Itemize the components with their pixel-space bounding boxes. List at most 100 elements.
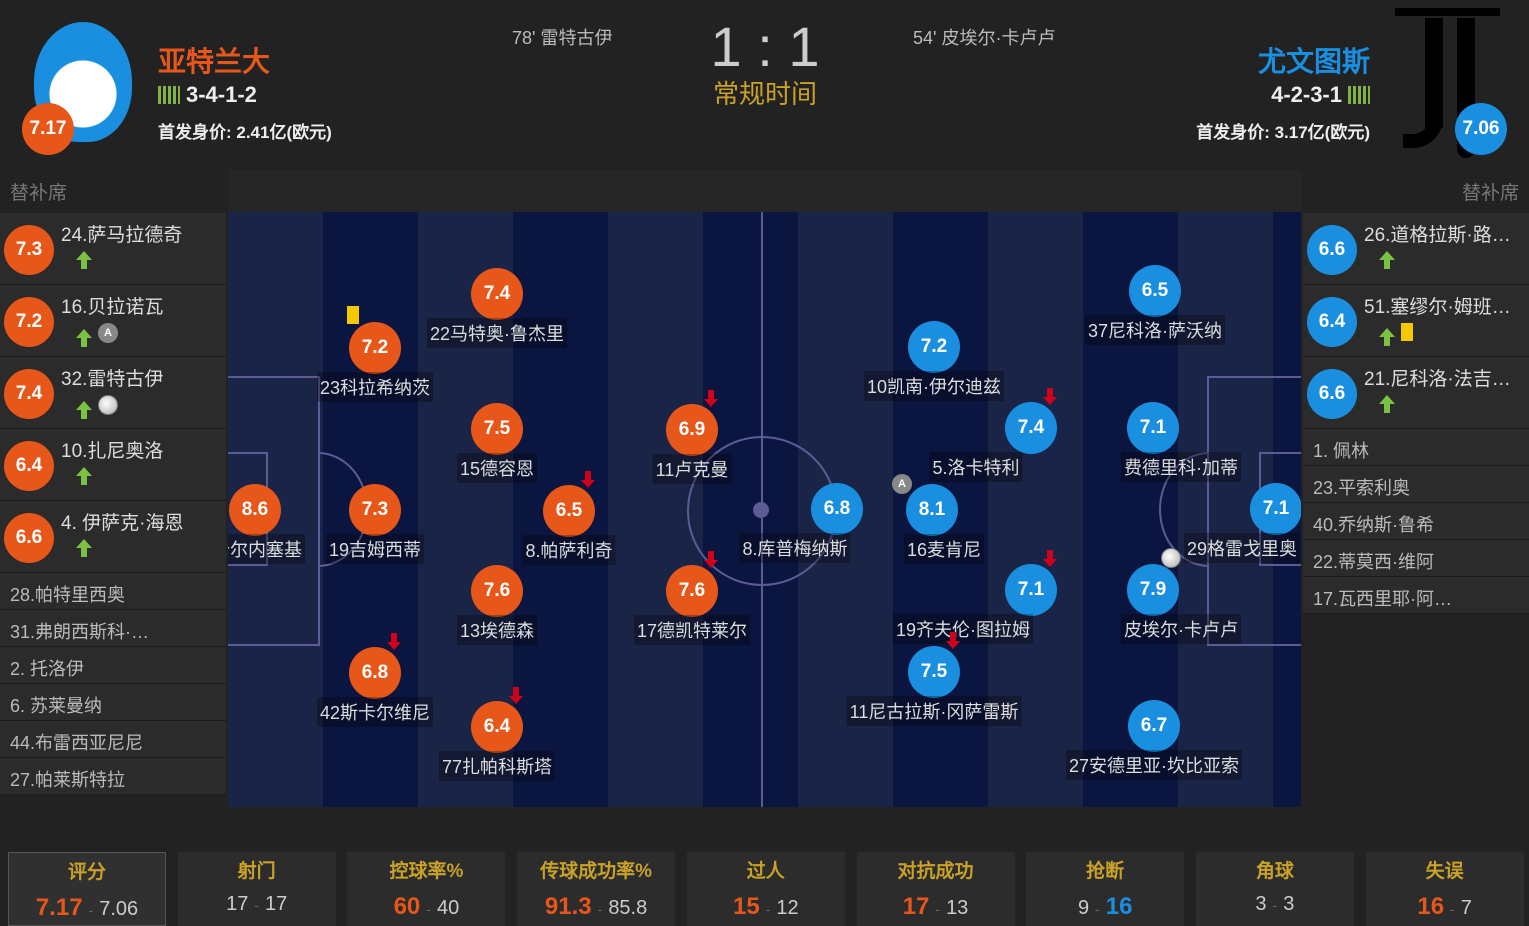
goal-ball-icon xyxy=(98,395,118,415)
bench-unused-player[interactable]: 2. 托洛伊 xyxy=(0,647,226,684)
player-name: 4. 伊萨克·海恩 xyxy=(61,513,184,534)
stat-values: 17-13 xyxy=(902,893,969,920)
bench-unused-player[interactable]: 1. 佩林 xyxy=(1303,429,1529,466)
stat-tab-2[interactable]: 控球率% 60-40 xyxy=(347,852,506,926)
player-name: 5.洛卡特利 xyxy=(929,452,1023,482)
away-stat-value: 3 xyxy=(1283,893,1295,915)
player-name: 51.塞缪尔·姆班… xyxy=(1364,297,1511,318)
away-stat-value: 12 xyxy=(776,897,799,919)
home-stat-value: 60 xyxy=(393,893,421,920)
home-team-name[interactable]: 亚特兰大 xyxy=(158,46,271,77)
bench-sub-player[interactable]: 6.4 51.塞缪尔·姆班… xyxy=(1303,285,1529,357)
player-rating: 7.4 xyxy=(471,268,523,320)
player-rating: 7.1 xyxy=(1005,564,1057,616)
player-rating: 7.6 xyxy=(666,565,718,617)
player-rating: 7.9 xyxy=(1127,564,1179,616)
player-name: 37尼科洛·萨沃纳 xyxy=(1084,315,1226,345)
away-market-value: 首发身价: 3.17亿(欧元) xyxy=(1196,123,1370,142)
player-name: 费德里科·加蒂 xyxy=(1121,452,1241,482)
sub-in-arrow-icon xyxy=(76,251,92,269)
right-penalty-area xyxy=(1207,376,1301,646)
assist-icon: A xyxy=(98,323,118,343)
stat-label: 对抗成功 xyxy=(897,861,974,882)
player-rating: 6.9 xyxy=(666,404,718,456)
goal-ball-icon xyxy=(1161,548,1181,568)
away-scorer: 54' 皮埃尔·卡卢卢 xyxy=(913,28,1056,48)
away-stat-value: 13 xyxy=(946,897,969,919)
away-stat-value: 17 xyxy=(265,893,288,915)
event-icons: A xyxy=(76,323,118,347)
bench-unused-player[interactable]: 31.弗朗西斯科·… xyxy=(0,610,226,647)
away-bench: 6.6 26.道格拉斯·路… 6.4 51.塞缪尔·姆班… 6.6 21.尼科洛·法吉… 1… xyxy=(1303,213,1529,614)
bench-unused-player[interactable]: 44.布雷西亚尼尼 xyxy=(0,721,226,758)
home-stat-value: 17 xyxy=(902,893,930,920)
away-stat-value: 85.8 xyxy=(608,897,648,919)
bench-unused-player[interactable]: 27.帕莱斯特拉 xyxy=(0,758,226,795)
away-stat-value: 7.06 xyxy=(99,898,139,920)
bench-unused-player[interactable]: 40.乔纳斯·鲁希 xyxy=(1303,503,1529,540)
sub-in-arrow-icon xyxy=(1379,251,1395,269)
bench-unused-player[interactable]: 17.瓦西里耶·阿… xyxy=(1303,577,1529,614)
player-name: 15德容恩 xyxy=(456,453,538,483)
stat-values: 9-16 xyxy=(1077,893,1133,920)
away-formation: 4-2-3-1 xyxy=(1271,82,1370,108)
player-rating: 6.6 xyxy=(1307,225,1357,275)
bench-sub-player[interactable]: 7.4 32.雷特古伊 xyxy=(0,357,226,429)
bench-sub-player[interactable]: 7.2 16.贝拉诺瓦 A xyxy=(0,285,226,357)
player-name: 32.雷特古伊 xyxy=(61,369,164,390)
bench-unused-player[interactable]: 22.蒂莫西·维阿 xyxy=(1303,540,1529,577)
stat-values: 3-3 xyxy=(1255,893,1295,915)
home-bench-title: 替补席 xyxy=(10,183,68,204)
player-rating: 7.4 xyxy=(1005,402,1057,454)
stat-tab-8[interactable]: 失误 16-7 xyxy=(1365,852,1524,926)
player-rating: 8.6 xyxy=(229,484,281,536)
player-rating: 6.4 xyxy=(4,441,54,491)
captain-icon: A xyxy=(892,474,912,494)
stat-values: 60-40 xyxy=(393,893,460,920)
event-icons xyxy=(1379,251,1395,269)
stat-tab-0[interactable]: 评分 7.17-7.06 xyxy=(8,852,166,926)
stat-label: 过人 xyxy=(746,861,785,882)
bench-sub-player[interactable]: 7.3 24.萨马拉德奇 xyxy=(0,213,226,285)
sub-in-arrow-icon xyxy=(1379,327,1395,346)
home-stat-value: 7.17 xyxy=(35,894,83,921)
stat-tab-3[interactable]: 传球成功率% 91.3-85.8 xyxy=(517,852,676,926)
stat-tab-4[interactable]: 过人 15-12 xyxy=(686,852,845,926)
stat-label: 传球成功率% xyxy=(540,861,653,882)
player-name: 19吉姆西蒂 xyxy=(325,534,425,564)
stat-values: 16-7 xyxy=(1417,893,1472,920)
stat-tab-5[interactable]: 对抗成功 17-13 xyxy=(856,852,1015,926)
bench-unused-player[interactable]: 23.平索利奥 xyxy=(1303,466,1529,503)
bench-unused-player[interactable]: 6. 苏莱曼纳 xyxy=(0,684,226,721)
bench-sub-player[interactable]: 6.6 21.尼科洛·法吉… xyxy=(1303,357,1529,429)
sub-off-arrow-icon xyxy=(581,471,595,489)
sub-off-arrow-icon xyxy=(704,551,718,569)
formation-icon xyxy=(1348,86,1370,104)
bench-unused-player[interactable]: 28.帕特里西奥 xyxy=(0,573,226,610)
match-period: 常规时间 xyxy=(712,79,817,109)
stat-tab-7[interactable]: 角球 3-3 xyxy=(1195,852,1354,926)
yellow-card-icon xyxy=(347,306,359,324)
home-team-rating: 7.17 xyxy=(22,103,74,155)
stat-values: 15-12 xyxy=(732,893,799,920)
player-rating: 6.8 xyxy=(811,483,863,535)
away-formation-text: 4-2-3-1 xyxy=(1271,82,1342,107)
player-name: 24.萨马拉德奇 xyxy=(61,225,183,246)
player-rating: 6.8 xyxy=(349,647,401,699)
player-name: 10.扎尼奥洛 xyxy=(61,441,164,462)
sub-off-arrow-icon xyxy=(509,687,523,705)
stat-tab-6[interactable]: 抢断 9-16 xyxy=(1026,852,1185,926)
player-rating: 7.2 xyxy=(4,297,54,347)
bench-sub-player[interactable]: 6.4 10.扎尼奥洛 xyxy=(0,429,226,501)
bench-sub-player[interactable]: 6.6 26.道格拉斯·路… xyxy=(1303,213,1529,285)
bench-sub-player[interactable]: 6.6 4. 伊萨克·海恩 xyxy=(0,501,226,573)
stat-values: 7.17-7.06 xyxy=(35,894,139,921)
away-team-name[interactable]: 尤文图斯 xyxy=(1257,46,1370,77)
sub-in-arrow-icon xyxy=(76,328,92,347)
player-name: 29卡尔内塞基 xyxy=(228,534,306,564)
away-stat-value: 40 xyxy=(436,897,460,919)
home-stat-value: 15 xyxy=(732,893,760,920)
player-name: 16麦肯尼 xyxy=(903,534,985,564)
stat-tab-1[interactable]: 射门 17-17 xyxy=(177,852,336,926)
home-stat-value: 17 xyxy=(226,893,249,915)
